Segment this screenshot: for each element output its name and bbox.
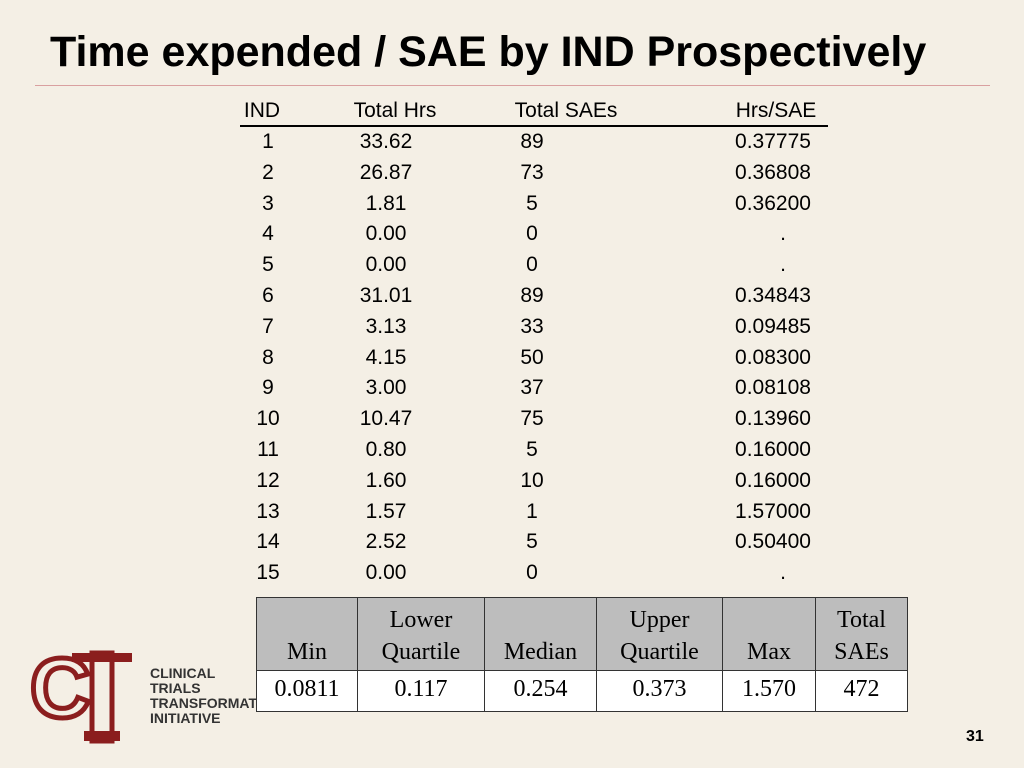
logo-line: INITIATIVE [150, 710, 221, 726]
logo-t-stem [89, 650, 115, 744]
table-cell: 4 [262, 222, 274, 246]
logo-text: CLINICAL TRIALS TRANSFORMATION INITIATIVE [150, 666, 282, 726]
table-cell: 33.62 [359, 130, 413, 153]
logo-i-base [84, 731, 120, 741]
table-cell: 89 [520, 284, 544, 307]
table-cell: 0 [526, 222, 538, 246]
logo-line: TRIALS [150, 680, 201, 696]
table-cell: . [780, 561, 786, 585]
table-cell: 0.36808 [735, 160, 811, 184]
table-cell: 50 [520, 345, 544, 369]
table-cell: 14 [256, 530, 280, 554]
logo-line: TRANSFORMATION [150, 695, 282, 711]
table-cell: 5 [526, 191, 538, 215]
table-cell: 0.36200 [735, 191, 811, 215]
table-cell: 5 [526, 530, 538, 554]
column-header: Total SAEs [514, 99, 618, 122]
table-cell: 0.08300 [735, 345, 811, 369]
table-cell: 73 [520, 160, 544, 184]
table-cell: . [780, 253, 786, 277]
table-cell: 37 [520, 376, 544, 400]
table-cell: 9 [262, 376, 274, 400]
table-cell: 0.00 [365, 561, 407, 585]
table-cell: 0.00 [365, 222, 407, 246]
table-cell: 15 [256, 561, 280, 585]
table-cell: 11 [257, 438, 279, 461]
table-cell: 10 [256, 407, 280, 431]
column-header: Hrs/SAE [735, 99, 817, 122]
summary-value: 472 [815, 670, 908, 712]
table-cell: 0.08108 [735, 376, 811, 400]
summary-header: Max [722, 597, 816, 671]
title-rule [35, 85, 990, 86]
table-cell: 5 [526, 438, 538, 461]
summary-header: Median [484, 597, 597, 671]
table-cell: 13 [256, 499, 280, 523]
summary-value: 1.570 [722, 670, 816, 712]
summary-table: Min Lower Quartile Median Upper Quartile Max… [256, 597, 908, 712]
header-underline [240, 125, 828, 127]
table-cell: 1.60 [365, 468, 407, 492]
summary-header: Min [256, 597, 358, 671]
table-cell: 2 [262, 160, 274, 184]
table-cell: 12 [256, 468, 280, 492]
table-cell: 1.81 [365, 191, 407, 215]
table-cell: 75 [520, 407, 544, 431]
table-cell: . [780, 222, 786, 246]
table-cell: 3 [262, 191, 274, 215]
table-cell: 0.16000 [735, 438, 811, 461]
table-cell: 1.57000 [735, 499, 811, 523]
table-cell: 10.47 [359, 407, 413, 431]
summary-header: Lower Quartile [357, 597, 485, 671]
table-cell: 7 [262, 314, 274, 338]
table-cell: 0.50400 [735, 530, 811, 554]
column-header: Total Hrs [353, 99, 437, 122]
summary-value-row: 0.0811 0.117 0.254 0.373 1.570 472 [256, 670, 908, 712]
summary-value: 0.254 [484, 670, 597, 712]
table-cell: 0.13960 [735, 407, 811, 431]
table-cell: 1.57 [365, 499, 407, 523]
table-cell: 0.09485 [735, 314, 811, 338]
table-cell: 26.87 [359, 160, 413, 184]
table-cell: 2.52 [365, 530, 407, 554]
table-cell: 0.34843 [735, 284, 811, 307]
table-cell: 31.01 [359, 284, 413, 307]
table-cell: 10 [520, 468, 544, 492]
table-cell: 4.15 [365, 345, 407, 369]
table-cell: 1 [262, 130, 274, 153]
slide-title: Time expended / SAE by IND Prospectively [50, 28, 927, 76]
table-cell: 0.80 [365, 438, 407, 461]
summary-header: Upper Quartile [596, 597, 723, 671]
summary-value: 0.117 [357, 670, 485, 712]
table-cell: 6 [262, 284, 274, 307]
table-cell: 0.00 [365, 253, 407, 277]
table-cell: 1 [526, 499, 538, 523]
summary-value: 0.373 [596, 670, 723, 712]
page-number: 31 [966, 728, 984, 745]
table-cell: 33 [520, 314, 544, 338]
summary-header-row: Min Lower Quartile Median Upper Quartile Max… [256, 597, 908, 671]
table-cell: 0.16000 [735, 468, 811, 492]
table-cell: 3.13 [365, 314, 407, 338]
table-cell: 5 [262, 253, 274, 277]
logo-mark: C [30, 645, 132, 744]
table-cell: 89 [520, 130, 544, 153]
table-cell: 0 [526, 561, 538, 585]
table-cell: 0 [526, 253, 538, 277]
logo-t-bar [72, 653, 132, 662]
column-header: IND [243, 99, 281, 122]
summary-header: Total SAEs [815, 597, 908, 671]
table-cell: 8 [262, 345, 274, 369]
summary-value: 0.0811 [256, 670, 358, 712]
logo-line: CLINICAL [150, 665, 216, 681]
table-cell: 0.37775 [735, 130, 811, 153]
table-cell: 3.00 [365, 376, 407, 400]
